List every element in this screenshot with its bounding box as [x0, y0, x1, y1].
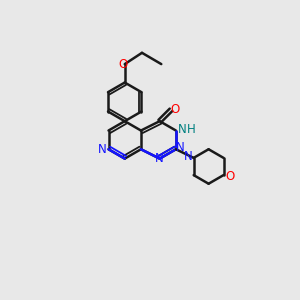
Text: H: H	[187, 122, 196, 136]
Text: O: O	[118, 58, 128, 71]
Text: N: N	[98, 143, 106, 156]
Text: N: N	[184, 150, 193, 163]
Text: O: O	[225, 170, 235, 183]
Text: O: O	[171, 103, 180, 116]
Text: N: N	[155, 152, 164, 165]
Text: N: N	[178, 122, 187, 136]
Text: N: N	[176, 141, 185, 154]
